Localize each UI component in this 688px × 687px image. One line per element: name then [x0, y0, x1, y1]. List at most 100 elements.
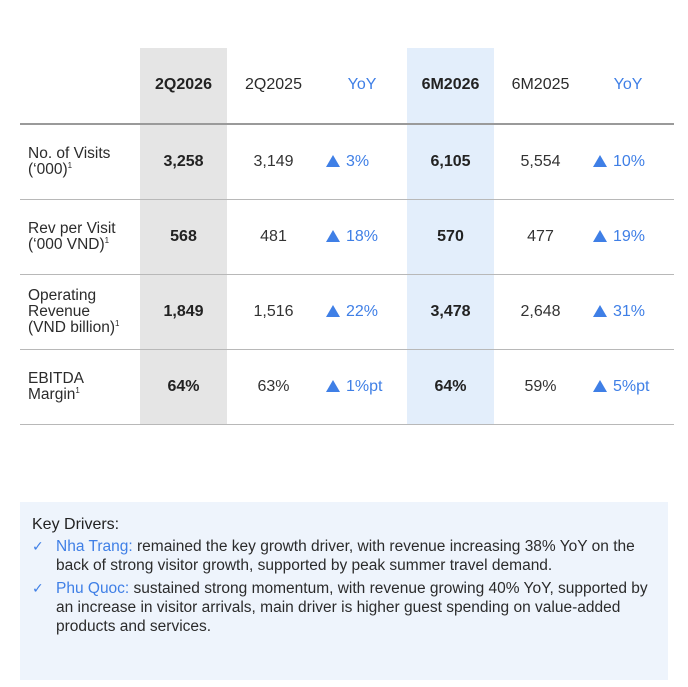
- metric-label-line: (VND billion): [28, 318, 115, 336]
- header-6m2026: 6M2026: [421, 76, 480, 93]
- yoy-quarter: 18%: [326, 199, 406, 274]
- value-2q2026: 568: [140, 199, 227, 274]
- value-2q2026: 3,258: [140, 124, 227, 199]
- value-6m2025: 5,554: [494, 124, 587, 199]
- metric-label-last-line: Margin1: [28, 385, 84, 403]
- yoy-half-year: 5%pt: [593, 349, 673, 424]
- value-2q2025-text: 63%: [257, 377, 290, 395]
- metric-label-last-line: (VND billion)1: [28, 318, 120, 336]
- table-row: Rev per Visit (‘000 VND)1 568 481 18% 570 477 1…: [0, 199, 688, 274]
- value-6m2026: 3,478: [407, 274, 494, 349]
- metric-label: Operating Revenue (VND billion)1: [28, 274, 119, 349]
- checkmark-icon: ✓: [32, 580, 44, 596]
- metric-label-line: Revenue: [28, 302, 91, 320]
- footnote-marker: 1: [115, 318, 120, 328]
- metric-label-line: EBITDA: [28, 369, 84, 387]
- metric-label-last-line: (‘000)1: [28, 160, 110, 178]
- key-drivers-title: Key Drivers:: [32, 516, 120, 533]
- value-2q2026: 1,849: [140, 274, 227, 349]
- driver-item-nha-trang: ✓ Nha Trang: remained the key growth dri…: [32, 537, 656, 575]
- value-6m2026-text: 3,478: [430, 302, 471, 320]
- metric-label: Rev per Visit (‘000 VND)1: [28, 199, 116, 274]
- metric-label-line: Margin: [28, 385, 76, 403]
- value-6m2025-text: 477: [527, 227, 554, 245]
- yoy-quarter-text: 22%: [346, 302, 379, 320]
- yoy-half-year: 31%: [593, 274, 673, 349]
- metric-label: No. of Visits (‘000)1: [28, 124, 110, 199]
- header-2q2025: 2Q2025: [245, 76, 302, 93]
- yoy-half-year-text: 10%: [613, 152, 646, 170]
- value-6m2026-text: 6,105: [430, 152, 471, 170]
- triangle-up-icon: [593, 229, 607, 242]
- table-row: No. of Visits (‘000)1 3,258 3,149 3% 6,105 5,5…: [0, 124, 688, 199]
- value-6m2025-text: 2,648: [520, 302, 561, 320]
- value-2q2025: 1,516: [227, 274, 320, 349]
- header-2q2026: 2Q2026: [155, 76, 212, 93]
- yoy-quarter: 22%: [326, 274, 406, 349]
- value-2q2025: 481: [227, 199, 320, 274]
- value-6m2025-text: 59%: [524, 377, 557, 395]
- yoy-half-year-text: 31%: [613, 302, 646, 320]
- value-2q2025: 63%: [227, 349, 320, 424]
- value-2q2026-text: 3,258: [163, 152, 204, 170]
- triangle-up-icon: [326, 304, 340, 317]
- row-divider: [20, 424, 674, 425]
- value-6m2025-text: 5,554: [520, 152, 561, 170]
- footnote-marker: 1: [75, 385, 80, 395]
- quarter-column-highlight: [140, 48, 227, 424]
- value-6m2026: 64%: [407, 349, 494, 424]
- metric-label: EBITDA Margin1: [28, 349, 84, 424]
- metric-label-line: Rev per Visit: [28, 219, 116, 237]
- row-divider: [20, 199, 674, 200]
- value-6m2026: 570: [407, 199, 494, 274]
- triangle-up-icon: [326, 154, 340, 167]
- value-6m2025: 477: [494, 199, 587, 274]
- yoy-quarter-text: 1%pt: [346, 377, 383, 395]
- triangle-up-icon: [593, 379, 607, 392]
- value-2q2025-text: 3,149: [253, 152, 294, 170]
- header-divider: [20, 123, 674, 125]
- value-6m2026: 6,105: [407, 124, 494, 199]
- checkmark-icon: ✓: [32, 538, 44, 554]
- yoy-quarter-text: 3%: [346, 152, 370, 170]
- row-divider: [20, 274, 674, 275]
- table-row: EBITDA Margin1 64% 63% 1%pt 64% 59% 5%pt: [0, 349, 688, 424]
- driver-text: remained the key growth driver, with rev…: [56, 538, 635, 574]
- yoy-quarter: 3%: [326, 124, 406, 199]
- footnote-marker: 1: [104, 235, 110, 245]
- triangle-up-icon: [593, 154, 607, 167]
- driver-place: Nha Trang:: [56, 538, 133, 555]
- metric-label-line: (‘000 VND): [28, 235, 105, 253]
- yoy-half-year-text: 5%pt: [613, 377, 650, 395]
- value-6m2026-text: 64%: [434, 377, 467, 395]
- driver-item-phu-quoc: ✓ Phu Quoc: sustained strong momentum, w…: [32, 579, 656, 636]
- value-2q2026: 64%: [140, 349, 227, 424]
- value-6m2026-text: 570: [437, 227, 464, 245]
- value-2q2026-text: 64%: [167, 377, 200, 395]
- driver-place: Phu Quoc:: [56, 580, 130, 597]
- triangle-up-icon: [593, 304, 607, 317]
- value-2q2026-text: 1,849: [163, 302, 204, 320]
- value-2q2025-text: 481: [260, 227, 287, 245]
- metric-label-last-line: (‘000 VND)1: [28, 235, 116, 253]
- value-2q2026-text: 568: [170, 227, 197, 245]
- header-q-yoy: YoY: [347, 76, 377, 93]
- value-6m2025: 59%: [494, 349, 587, 424]
- yoy-half-year-text: 19%: [613, 227, 646, 245]
- metric-label-line: (‘000): [28, 160, 68, 178]
- triangle-up-icon: [326, 379, 340, 392]
- footnote-marker: 1: [67, 160, 73, 170]
- driver-text: sustained strong momentum, with revenue …: [56, 580, 648, 635]
- value-2q2025-text: 1,516: [253, 302, 294, 320]
- header-6m2025: 6M2025: [511, 76, 570, 93]
- triangle-up-icon: [326, 229, 340, 242]
- metric-label-line: No. of Visits: [28, 144, 111, 162]
- yoy-half-year: 10%: [593, 124, 673, 199]
- half-year-column-highlight: [407, 48, 494, 424]
- yoy-quarter-text: 18%: [346, 227, 379, 245]
- yoy-half-year: 19%: [593, 199, 673, 274]
- table-row: Operating Revenue (VND billion)1 1,849 1,516…: [0, 274, 688, 349]
- metric-label-line: Operating: [28, 286, 97, 304]
- value-6m2025: 2,648: [494, 274, 587, 349]
- value-2q2025: 3,149: [227, 124, 320, 199]
